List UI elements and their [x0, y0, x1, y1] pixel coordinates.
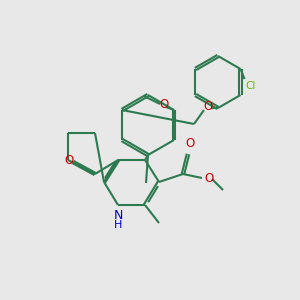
Text: O: O: [64, 154, 74, 166]
Text: O: O: [203, 100, 213, 113]
Text: N: N: [113, 209, 123, 222]
Text: O: O: [159, 98, 169, 112]
Text: H: H: [114, 220, 122, 230]
Text: O: O: [204, 172, 213, 184]
Text: Cl: Cl: [245, 81, 256, 91]
Text: O: O: [185, 137, 195, 150]
